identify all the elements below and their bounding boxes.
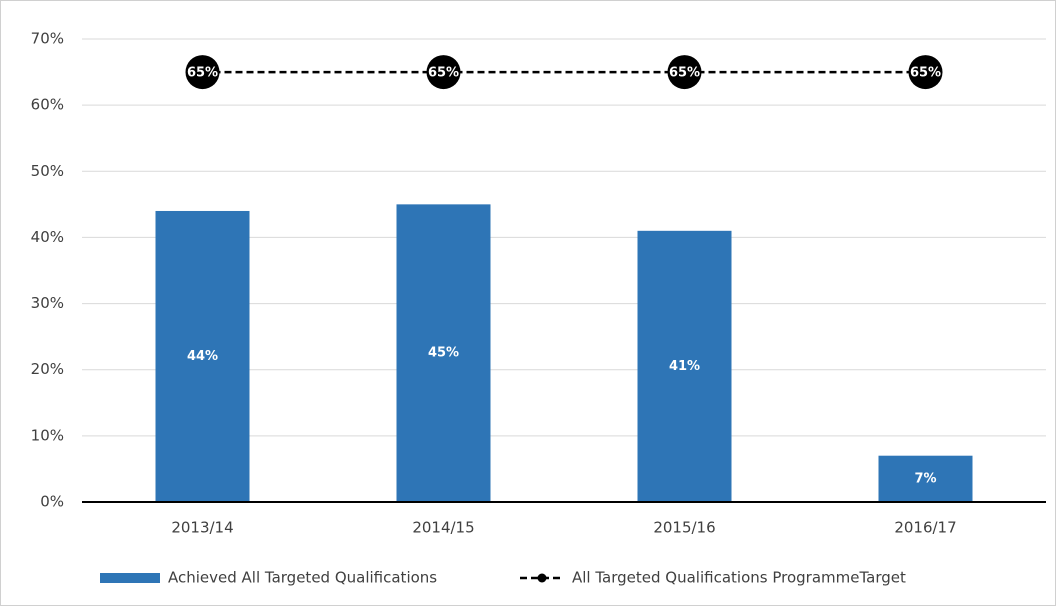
bar xyxy=(396,204,491,502)
bar-value-label: 41% xyxy=(669,359,700,374)
target-marker xyxy=(667,55,702,90)
legend-marker xyxy=(537,573,547,583)
x-tick-label: 2015/16 xyxy=(653,519,715,537)
legend-swatch xyxy=(100,573,160,583)
y-tick-label: 40% xyxy=(31,228,64,246)
legend-label: All Targeted Qualifications ProgrammeTar… xyxy=(572,569,906,587)
y-tick-label: 50% xyxy=(31,162,64,180)
bar xyxy=(637,230,732,503)
target-value-label: 65% xyxy=(910,66,941,81)
bar xyxy=(155,210,250,502)
target-value-label: 65% xyxy=(669,66,700,81)
x-tick-label: 2013/14 xyxy=(171,519,233,537)
bar-value-label: 7% xyxy=(914,471,936,486)
legend-label: Achieved All Targeted Qualifications xyxy=(168,569,437,587)
bar-value-label: 44% xyxy=(187,349,218,364)
x-tick-label: 2016/17 xyxy=(894,519,956,537)
target-marker xyxy=(908,55,943,90)
target-value-label: 65% xyxy=(187,66,218,81)
y-tick-label: 60% xyxy=(31,96,64,114)
target-value-label: 65% xyxy=(428,66,459,81)
y-tick-label: 30% xyxy=(31,294,64,312)
bar-value-label: 45% xyxy=(428,346,459,361)
y-tick-label: 20% xyxy=(31,360,64,378)
x-tick-label: 2014/15 xyxy=(412,519,474,537)
y-tick-label: 0% xyxy=(40,493,64,511)
target-marker xyxy=(426,55,461,90)
target-marker xyxy=(185,55,220,90)
y-tick-label: 10% xyxy=(31,426,64,444)
bar xyxy=(878,455,973,502)
y-tick-label: 70% xyxy=(31,30,64,48)
